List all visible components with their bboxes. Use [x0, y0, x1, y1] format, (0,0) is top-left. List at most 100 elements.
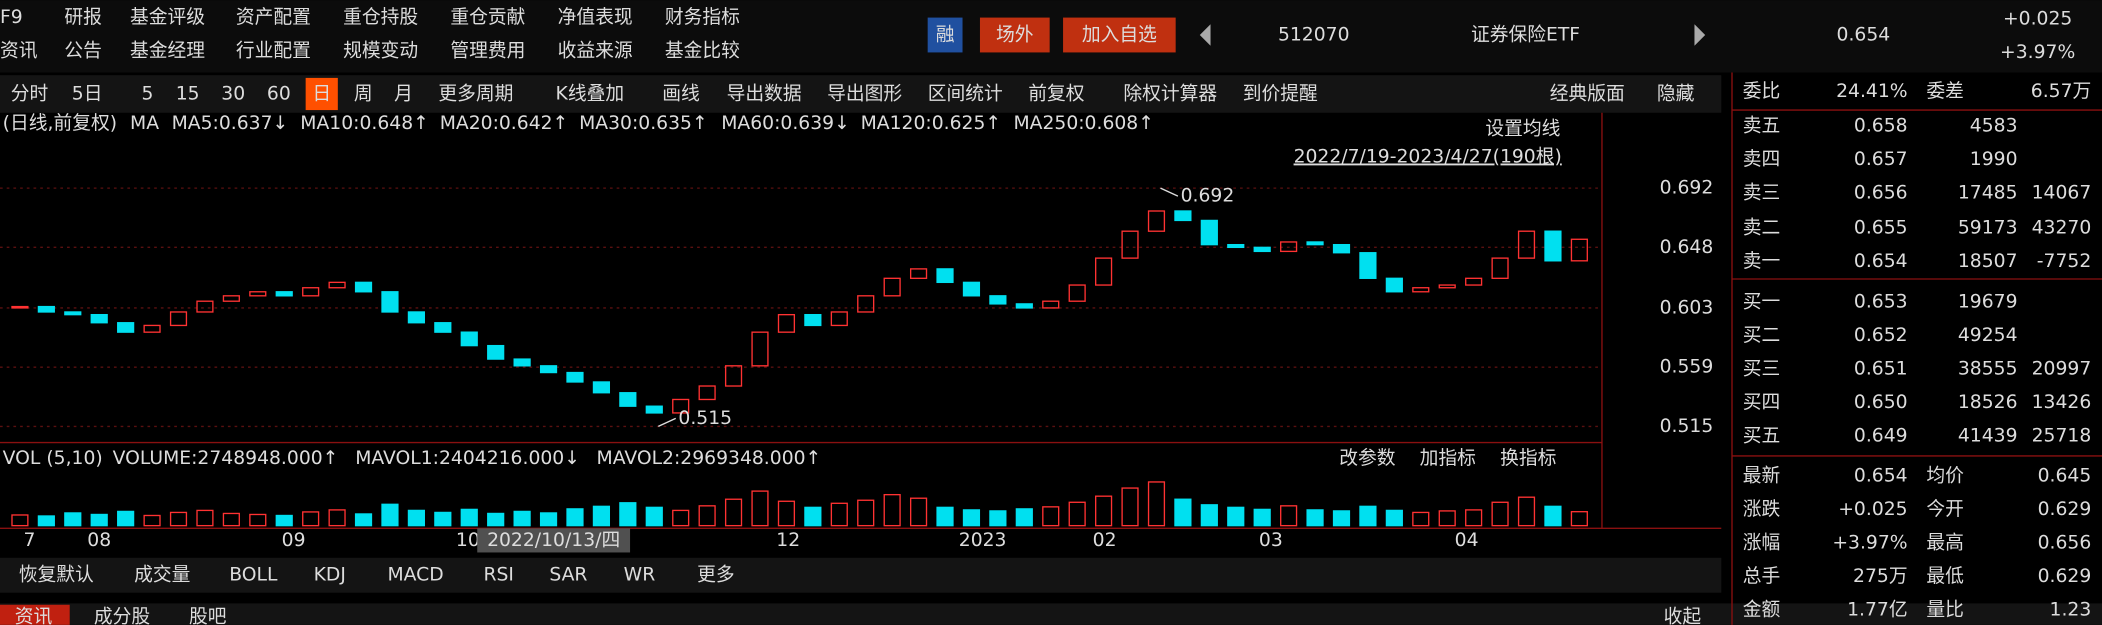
badge[interactable] — [979, 17, 1050, 53]
ob-level: 卖一 — [1743, 250, 1781, 272]
x-tick-label: 03 — [1259, 530, 1283, 551]
toolbar-tab[interactable]: 画线 — [662, 82, 700, 104]
menu-item[interactable]: 资产配置 — [236, 6, 311, 28]
volume-bar — [857, 499, 875, 527]
volume-bar — [11, 514, 29, 527]
indicator-tab[interactable]: BOLL — [229, 565, 278, 586]
badge[interactable] — [927, 17, 963, 53]
menu-item[interactable]: 行业配置 — [236, 40, 311, 62]
toolbar-tab[interactable]: 经典版面 — [1550, 82, 1625, 104]
indicator-tab[interactable]: MACD — [387, 565, 443, 586]
indicator-tab[interactable]: 恢复默认 — [19, 564, 94, 586]
cursor-date: 2022/10/13/四 — [487, 530, 620, 551]
toolbar-tab[interactable]: 更多周期 — [438, 82, 513, 104]
vol-button[interactable]: 加指标 — [1420, 447, 1476, 469]
candle — [275, 291, 293, 297]
candle — [1280, 241, 1298, 253]
indicator-tab[interactable]: 更多 — [697, 564, 734, 586]
candle — [1095, 257, 1113, 286]
candle — [1121, 230, 1139, 259]
toolbar-tab[interactable]: 30 — [221, 83, 245, 104]
menu-item[interactable]: 基金比较 — [665, 40, 740, 62]
volume-bar — [196, 509, 214, 527]
toolbar-tab[interactable]: 周 — [354, 83, 373, 104]
candle — [1491, 257, 1509, 279]
indicator-tab[interactable]: KDJ — [314, 565, 346, 586]
ob-level: 买一 — [1743, 291, 1781, 312]
ma-legend: MA20:0.642↑ — [440, 113, 569, 134]
prev-arrow[interactable] — [1199, 24, 1211, 46]
toolbar-tab[interactable]: 60 — [267, 83, 291, 104]
vol-button[interactable]: 改参数 — [1339, 447, 1396, 469]
indicator-tab[interactable]: RSI — [483, 565, 513, 586]
menu-item[interactable]: 研报 — [64, 6, 102, 28]
volume-bar — [1280, 505, 1298, 527]
next-arrow[interactable] — [1694, 24, 1706, 46]
vol-button[interactable]: 换指标 — [1500, 447, 1556, 469]
menu-item[interactable]: 收益来源 — [558, 40, 633, 62]
menu-item[interactable]: 基金评级 — [130, 6, 205, 28]
volume-bar — [1147, 481, 1166, 527]
toolbar-tab[interactable]: 月 — [394, 83, 413, 104]
toolbar-tab[interactable]: K线叠加 — [556, 82, 625, 104]
indicator-tab[interactable]: WR — [624, 565, 656, 586]
menu-item[interactable]: 重仓贡献 — [450, 6, 525, 28]
collapse-button[interactable]: 收起 — [1664, 605, 1702, 625]
toolbar-tab[interactable]: 前复权 — [1028, 82, 1084, 104]
toolbar-tab[interactable]: 区间统计 — [928, 82, 1003, 104]
volume-bar — [1491, 501, 1509, 527]
ob-price: 0.658 — [1854, 116, 1908, 137]
ob-volume: 41439 — [1958, 425, 2018, 446]
indicator-tab[interactable]: SAR — [549, 565, 587, 586]
stat-value: 0.645 — [2038, 466, 2092, 487]
stat-value: 0.656 — [2038, 533, 2092, 554]
menu-item[interactable]: 规模变动 — [343, 40, 418, 62]
volume-bar — [222, 512, 240, 527]
menu-item[interactable]: 资讯 — [0, 40, 38, 62]
toolbar-tab[interactable]: 5 — [141, 83, 153, 104]
toolbar-tab[interactable]: 除权计算器 — [1123, 82, 1217, 104]
candle — [566, 371, 584, 383]
toolbar-tab[interactable]: 日 — [312, 83, 331, 104]
menu-item[interactable]: 基金经理 — [130, 40, 205, 62]
volume-bar — [1306, 509, 1324, 527]
ob-price: 0.654 — [1854, 251, 1908, 272]
ob-volume: 1990 — [1970, 149, 2018, 170]
x-tick-label: 12 — [776, 530, 800, 551]
toolbar-tab[interactable]: 5日 — [72, 83, 103, 104]
candle — [513, 358, 531, 367]
ob-change: 20997 — [2032, 358, 2092, 379]
badge[interactable] — [1063, 17, 1176, 53]
badge-text[interactable]: 场外 — [996, 24, 1034, 46]
ob-change: 25718 — [2032, 425, 2092, 446]
bottom-tab[interactable]: 成分股 — [94, 605, 150, 625]
toolbar-tab[interactable]: 15 — [176, 83, 200, 104]
toolbar-tab[interactable]: 隐藏 — [1657, 82, 1695, 104]
bottom-tab[interactable]: 股吧 — [189, 606, 227, 625]
toolbar-tab[interactable]: 分时 — [11, 82, 49, 104]
menu-item[interactable]: 管理费用 — [450, 40, 525, 62]
menu-item[interactable]: F9 — [0, 7, 23, 28]
toolbar-tab[interactable]: 到价提醒 — [1243, 82, 1318, 104]
cursor-date-box — [477, 528, 631, 553]
volume-bar — [37, 515, 55, 527]
change: +0.025 — [2003, 8, 2072, 29]
toolbar-tab[interactable]: 导出数据 — [727, 82, 802, 104]
menu-item[interactable]: 净值表现 — [558, 6, 633, 28]
menu-item[interactable]: 财务指标 — [665, 6, 740, 28]
ob-volume: 18507 — [1958, 251, 2018, 272]
menu-item[interactable]: 公告 — [64, 40, 102, 62]
volume-bar — [328, 509, 346, 527]
bottom-tab[interactable]: 资讯 — [15, 605, 53, 625]
candle — [249, 291, 267, 297]
indicator-tab[interactable]: 成交量 — [134, 564, 190, 586]
menu-item[interactable]: 重仓持股 — [343, 6, 418, 28]
ob-price: 0.656 — [1854, 183, 1908, 204]
volume-bar — [751, 490, 769, 527]
volume-bar — [460, 508, 478, 527]
badge-text[interactable]: 融 — [936, 24, 955, 46]
toolbar-tab[interactable]: 导出图形 — [827, 82, 902, 104]
candle — [751, 331, 769, 367]
set-ma-button[interactable]: 设置均线 — [1485, 117, 1560, 139]
badge-text[interactable]: 加入自选 — [1082, 24, 1157, 46]
